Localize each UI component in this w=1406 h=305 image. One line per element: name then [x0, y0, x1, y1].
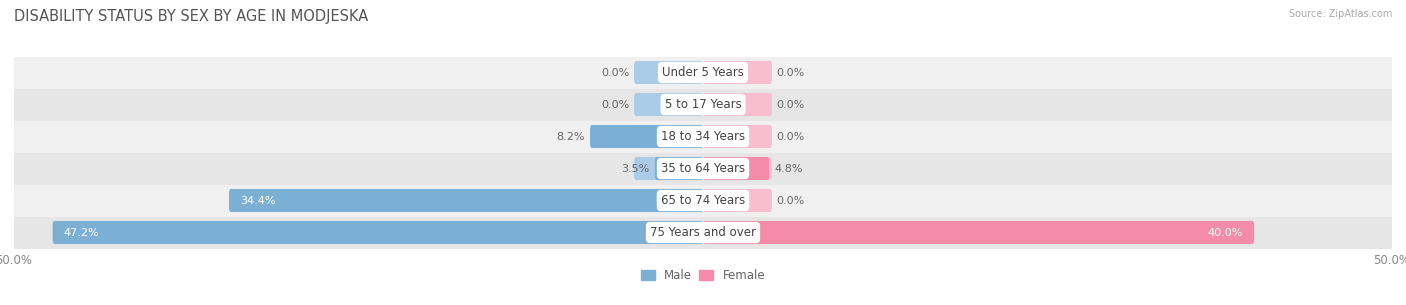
FancyBboxPatch shape — [634, 93, 703, 116]
Bar — [14, 185, 1392, 217]
FancyBboxPatch shape — [591, 125, 703, 148]
Text: 0.0%: 0.0% — [776, 99, 804, 109]
Legend: Male, Female: Male, Female — [636, 265, 770, 287]
FancyBboxPatch shape — [703, 157, 769, 180]
Text: 75 Years and over: 75 Years and over — [650, 226, 756, 239]
FancyBboxPatch shape — [52, 221, 703, 244]
Text: 5 to 17 Years: 5 to 17 Years — [665, 98, 741, 111]
FancyBboxPatch shape — [703, 189, 772, 212]
Text: DISABILITY STATUS BY SEX BY AGE IN MODJESKA: DISABILITY STATUS BY SEX BY AGE IN MODJE… — [14, 9, 368, 24]
Bar — [14, 88, 1392, 120]
FancyBboxPatch shape — [634, 221, 703, 244]
Text: 4.8%: 4.8% — [775, 163, 803, 174]
FancyBboxPatch shape — [703, 157, 772, 180]
FancyBboxPatch shape — [703, 125, 772, 148]
Text: 0.0%: 0.0% — [776, 131, 804, 142]
Text: 35 to 64 Years: 35 to 64 Years — [661, 162, 745, 175]
Text: Source: ZipAtlas.com: Source: ZipAtlas.com — [1288, 9, 1392, 19]
FancyBboxPatch shape — [229, 189, 703, 212]
FancyBboxPatch shape — [655, 157, 703, 180]
FancyBboxPatch shape — [703, 93, 772, 116]
Text: 47.2%: 47.2% — [63, 228, 100, 238]
FancyBboxPatch shape — [703, 221, 1254, 244]
FancyBboxPatch shape — [634, 61, 703, 84]
Text: 0.0%: 0.0% — [602, 99, 630, 109]
Text: 0.0%: 0.0% — [776, 67, 804, 77]
Text: 3.5%: 3.5% — [621, 163, 650, 174]
FancyBboxPatch shape — [703, 61, 772, 84]
Text: 0.0%: 0.0% — [602, 67, 630, 77]
Text: 0.0%: 0.0% — [776, 196, 804, 206]
FancyBboxPatch shape — [634, 125, 703, 148]
Text: 65 to 74 Years: 65 to 74 Years — [661, 194, 745, 207]
Bar — [14, 152, 1392, 185]
FancyBboxPatch shape — [634, 157, 703, 180]
FancyBboxPatch shape — [703, 221, 772, 244]
Bar — [14, 120, 1392, 152]
Text: 18 to 34 Years: 18 to 34 Years — [661, 130, 745, 143]
Text: 34.4%: 34.4% — [240, 196, 276, 206]
Bar — [14, 217, 1392, 249]
Text: Under 5 Years: Under 5 Years — [662, 66, 744, 79]
Text: 40.0%: 40.0% — [1208, 228, 1243, 238]
Bar — [14, 56, 1392, 88]
Text: 8.2%: 8.2% — [555, 131, 585, 142]
FancyBboxPatch shape — [634, 189, 703, 212]
